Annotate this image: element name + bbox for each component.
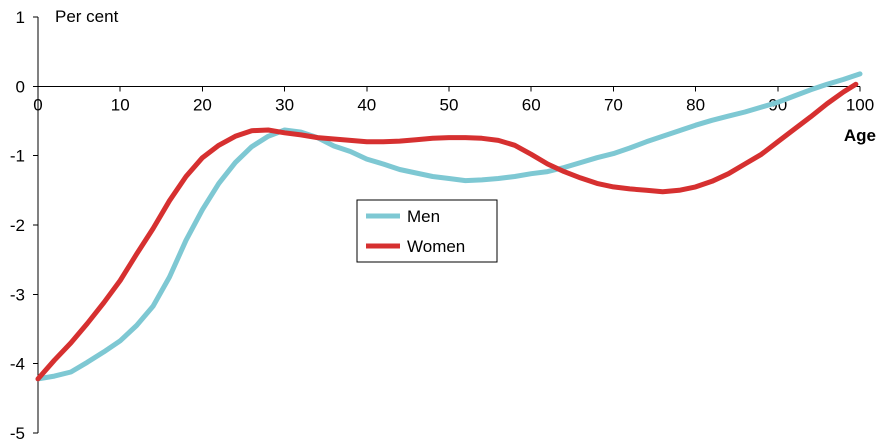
series-group xyxy=(35,71,863,382)
x-tick-label: 80 xyxy=(686,95,705,114)
x-tick-label: 70 xyxy=(604,95,623,114)
y-tick-label: -1 xyxy=(10,147,25,166)
legend: Men Women xyxy=(356,199,498,263)
x-tick-label: 20 xyxy=(193,95,212,114)
legend-box xyxy=(356,199,498,263)
y-tick-label: -5 xyxy=(10,424,25,443)
x-tick-label: 60 xyxy=(522,95,541,114)
y-tick-label: -3 xyxy=(10,285,25,304)
x-tick-label: 0 xyxy=(33,95,42,114)
x-tick-label: 100 xyxy=(846,95,874,114)
legend-label-women: Women xyxy=(407,237,465,256)
legend-label-men: Men xyxy=(407,207,440,226)
series-line-women xyxy=(35,81,859,382)
y-tick-label: -4 xyxy=(10,355,25,374)
y-axis-label: Per cent xyxy=(55,7,119,26)
x-tick-label: 50 xyxy=(440,95,459,114)
series-line-men xyxy=(35,71,863,382)
x-tick-label: 10 xyxy=(111,95,130,114)
x-tick-label: 40 xyxy=(357,95,376,114)
y-tick-label: -2 xyxy=(10,216,25,235)
y-tick-label: 0 xyxy=(16,77,25,96)
x-tick-label: 30 xyxy=(275,95,294,114)
x-axis-label: Age xyxy=(844,126,876,145)
y-tick-label: 1 xyxy=(16,8,25,27)
axes xyxy=(33,16,861,434)
tick-labels: 10-1-2-3-4-50 10 20 30 40 50 60 70 80 90 100 xyxy=(10,8,874,443)
